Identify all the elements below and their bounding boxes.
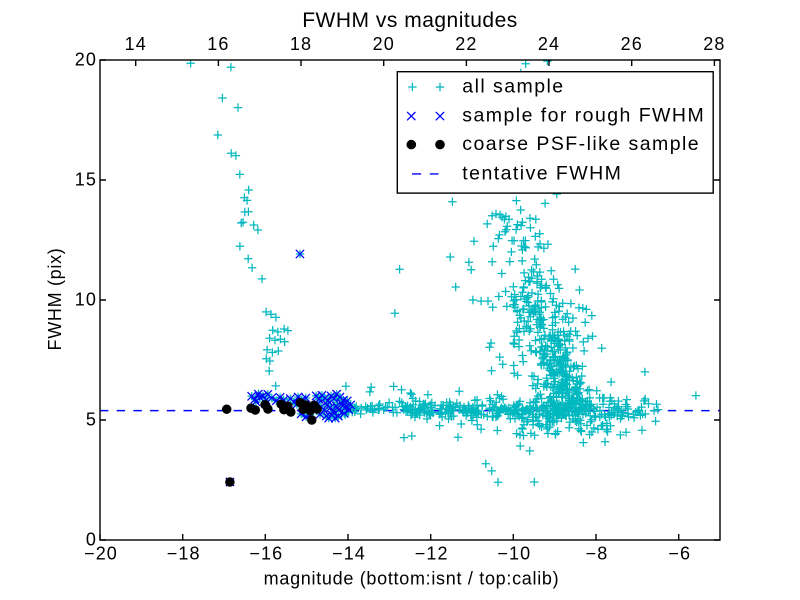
svg-text:FWHM (pix): FWHM (pix) <box>45 248 65 351</box>
svg-text:22: 22 <box>455 34 477 54</box>
svg-text:−16: −16 <box>249 543 283 563</box>
svg-text:18: 18 <box>290 34 312 54</box>
svg-text:all sample: all sample <box>462 75 564 97</box>
svg-text:magnitude (bottom:isnt / top:c: magnitude (bottom:isnt / top:calib) <box>264 569 560 589</box>
svg-text:5: 5 <box>86 409 97 429</box>
svg-text:FWHM vs magnitudes: FWHM vs magnitudes <box>302 9 518 32</box>
svg-text:tentative FWHM: tentative FWHM <box>462 162 622 184</box>
svg-text:sample for rough FWHM: sample for rough FWHM <box>462 105 705 127</box>
svg-text:10: 10 <box>75 289 97 309</box>
svg-text:20: 20 <box>373 34 395 54</box>
svg-text:−20: −20 <box>84 543 118 563</box>
svg-text:26: 26 <box>621 34 643 54</box>
svg-text:24: 24 <box>538 34 560 54</box>
svg-text:15: 15 <box>75 169 97 189</box>
svg-text:coarse PSF-like sample: coarse PSF-like sample <box>462 133 700 155</box>
svg-text:14: 14 <box>125 34 147 54</box>
svg-text:16: 16 <box>207 34 229 54</box>
svg-text:28: 28 <box>703 34 725 54</box>
svg-text:−10: −10 <box>497 543 531 563</box>
svg-text:0: 0 <box>86 529 97 549</box>
svg-text:−18: −18 <box>167 543 201 563</box>
svg-text:−6: −6 <box>668 543 691 563</box>
svg-text:−12: −12 <box>415 543 449 563</box>
svg-text:−8: −8 <box>586 543 609 563</box>
svg-text:−14: −14 <box>332 543 366 563</box>
svg-text:20: 20 <box>75 49 97 69</box>
